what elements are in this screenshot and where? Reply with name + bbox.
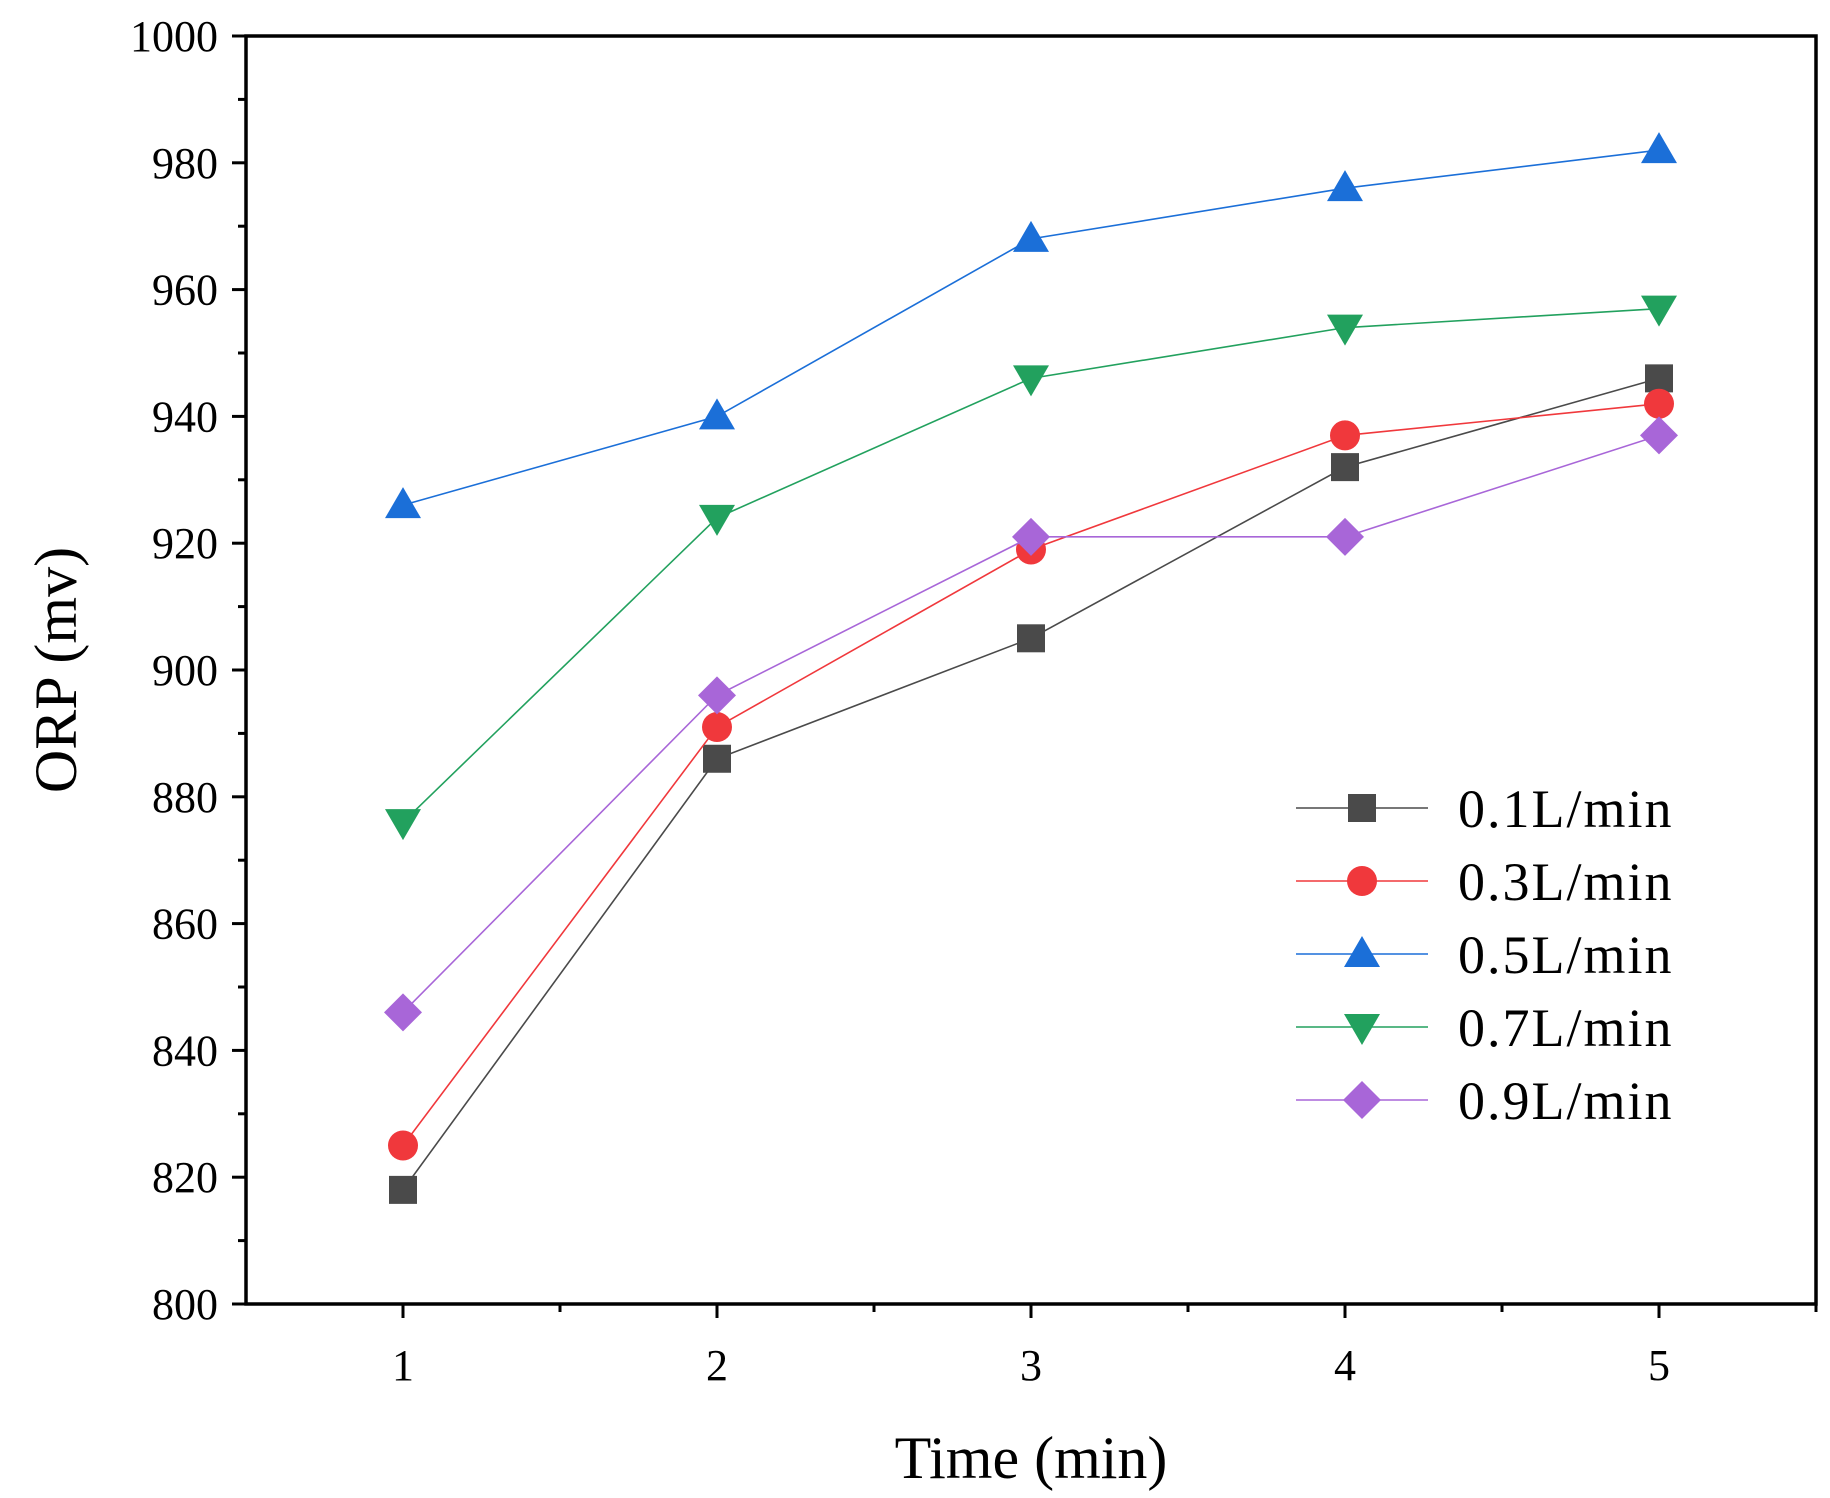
data-point xyxy=(1013,365,1049,397)
y-tick-label: 820 xyxy=(152,1153,218,1202)
x-axis-title: Time (min) xyxy=(895,1425,1168,1491)
x-tick-label: 2 xyxy=(706,1341,728,1390)
legend-label: 0.7L/min xyxy=(1458,998,1674,1058)
legend-marker xyxy=(1343,1081,1381,1119)
data-point xyxy=(699,504,735,536)
data-point xyxy=(1017,624,1045,653)
legend-item: 0.7L/min xyxy=(1296,998,1674,1058)
data-point xyxy=(389,1175,417,1204)
y-tick-label: 880 xyxy=(152,773,218,822)
legend-label: 0.5L/min xyxy=(1458,925,1674,985)
data-point xyxy=(703,744,731,773)
x-tick-label: 5 xyxy=(1648,1341,1670,1390)
y-tick-label: 980 xyxy=(152,139,218,188)
y-tick-label: 940 xyxy=(152,392,218,441)
data-point xyxy=(385,487,421,519)
x-axis: 1 2 3 4 5 xyxy=(392,1304,1818,1390)
data-point xyxy=(384,993,422,1032)
series-0.1L/min xyxy=(389,364,1673,1204)
data-point xyxy=(1644,388,1674,419)
y-tick-label: 920 xyxy=(152,519,218,568)
data-point xyxy=(1641,132,1677,164)
data-point xyxy=(1640,416,1678,455)
series-0.9L/min xyxy=(384,416,1678,1032)
data-point xyxy=(1645,364,1673,393)
data-point xyxy=(702,712,732,743)
series-layer xyxy=(384,132,1678,1204)
data-point xyxy=(385,809,421,841)
y-tick-label: 1000 xyxy=(130,12,218,61)
x-tick-label: 3 xyxy=(1020,1341,1042,1390)
y-tick-label: 800 xyxy=(152,1280,218,1329)
series-line xyxy=(402,149,1660,506)
y-tick-label: 860 xyxy=(152,900,218,949)
series-0.5L/min xyxy=(385,132,1677,519)
data-point xyxy=(388,1130,418,1161)
legend-marker xyxy=(1348,794,1376,822)
y-axis-title: ORP (mv) xyxy=(23,547,89,793)
data-point xyxy=(1326,517,1364,556)
legend-marker xyxy=(1347,866,1377,896)
y-axis: 800 820 840 860 880 900 920 940 960 980 1000 xyxy=(130,12,246,1329)
data-point xyxy=(1327,170,1363,202)
y-tick-label: 900 xyxy=(152,646,218,695)
data-point xyxy=(1641,295,1677,327)
legend-label: 0.1L/min xyxy=(1458,779,1674,839)
data-point xyxy=(1013,220,1049,252)
legend-item: 0.5L/min xyxy=(1296,925,1674,985)
legend-marker xyxy=(1344,1014,1380,1045)
y-tick-label: 960 xyxy=(152,266,218,315)
legend-item: 0.3L/min xyxy=(1296,852,1674,912)
data-point xyxy=(699,398,735,430)
data-point xyxy=(1327,314,1363,346)
x-tick-label: 1 xyxy=(392,1341,414,1390)
legend-item: 0.9L/min xyxy=(1296,1071,1674,1131)
data-point xyxy=(1330,420,1360,451)
legend-item: 0.1L/min xyxy=(1296,779,1674,839)
series-0.7L/min xyxy=(385,295,1677,841)
x-tick-label: 4 xyxy=(1334,1341,1356,1390)
legend-label: 0.9L/min xyxy=(1458,1071,1674,1131)
legend-label: 0.3L/min xyxy=(1458,852,1674,912)
legend: 0.1L/min 0.3L/min 0.5L/min 0.7L/min 0.9L/min xyxy=(1296,779,1674,1131)
data-point xyxy=(1012,517,1050,556)
legend-marker xyxy=(1344,936,1380,967)
y-tick-label: 840 xyxy=(152,1026,218,1075)
data-point xyxy=(1331,453,1359,482)
data-point xyxy=(698,676,736,715)
